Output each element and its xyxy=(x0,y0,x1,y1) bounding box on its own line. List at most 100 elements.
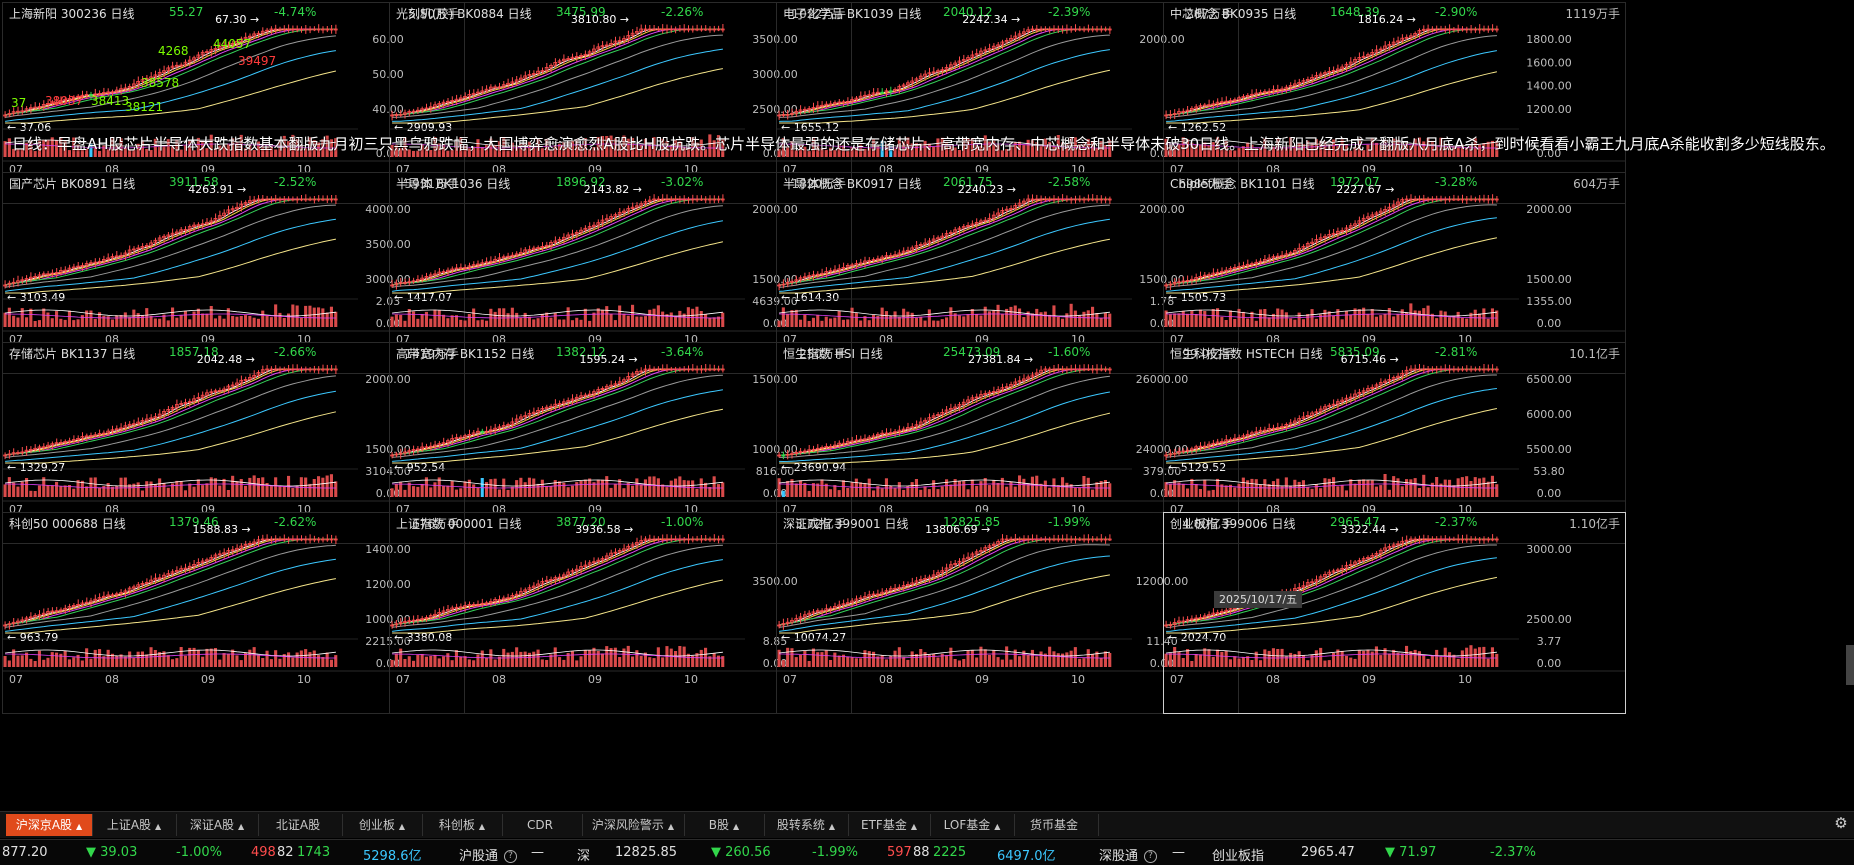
panel-title: 恒生科技指数 HSTECH 日线 xyxy=(1170,347,1323,361)
candle xyxy=(712,28,717,31)
volume-bar xyxy=(59,318,63,327)
candle xyxy=(3,624,7,627)
chart-panel[interactable]: 国产芯片 BK0891 日线 3911.58 -2.52% 5931万手 4263.91… xyxy=(2,172,465,374)
chart-panel[interactable]: 科创50 000688 日线 1379.46 -2.62% 676万手 1588.83 … xyxy=(2,512,465,714)
volume-bar xyxy=(37,140,41,157)
volume-bar xyxy=(970,309,974,327)
hgt-label[interactable]: 沪股通 xyxy=(459,849,499,864)
candle xyxy=(1447,368,1452,371)
sgt-value: — xyxy=(1172,845,1185,860)
candle xyxy=(1069,538,1074,541)
candle xyxy=(1357,560,1362,563)
volume-bar xyxy=(1241,146,1245,157)
volume-bar xyxy=(1065,652,1069,667)
candle xyxy=(600,219,605,224)
volume-bar xyxy=(575,660,579,667)
market-tab[interactable]: ETF基金 ▲ xyxy=(848,814,931,836)
ma-line xyxy=(5,375,336,458)
candle xyxy=(235,382,239,386)
chart-panel[interactable]: 恒生科技指数 HSTECH 日线 5835.09 -2.81% 10.1亿手 6715.… xyxy=(1163,342,1626,544)
volume-bar xyxy=(213,478,217,497)
candle xyxy=(450,100,455,102)
volume-bar xyxy=(863,483,867,497)
market-tab[interactable]: 上证A股 ▲ xyxy=(92,814,177,836)
volume-bar xyxy=(1103,480,1107,497)
high-price-label: 67.30 → xyxy=(215,13,259,26)
panel-change: -2.26% xyxy=(661,5,704,19)
candle xyxy=(424,617,429,619)
candle xyxy=(1335,401,1340,405)
chart-panel[interactable]: Chiplet概念 BK1101 日线 1972.07 -3.28% 604万手 222… xyxy=(1163,172,1626,374)
market-tab-label: ETF基金 xyxy=(861,818,907,832)
candle xyxy=(863,94,867,97)
market-tab[interactable]: 北证A股 xyxy=(258,814,343,836)
chart-panel[interactable]: 高带宽内存 BK1152 日线 1382.12 -3.64% 250万手 1595.24… xyxy=(389,342,852,544)
volume-bar xyxy=(519,651,523,667)
candle xyxy=(1043,198,1048,201)
candle xyxy=(506,424,510,426)
market-tab[interactable]: 创业板 ▲ xyxy=(342,814,423,836)
chart-panel[interactable]: 半导体概念 BK0917 日线 2061.75 -2.58% 6985万手 2240.2… xyxy=(776,172,1239,374)
volume-bar xyxy=(12,482,16,497)
chart-panel[interactable]: 上证指数 000001 日线 3877.20 -1.00% 3.72亿手 3936.58… xyxy=(389,512,852,714)
volume-bar xyxy=(545,138,549,157)
market-tab[interactable]: 科创板 ▲ xyxy=(422,814,503,836)
volume-bar xyxy=(777,320,781,327)
candle xyxy=(97,260,102,263)
candle xyxy=(295,538,300,541)
volume-bar xyxy=(235,316,239,327)
market-tab[interactable]: 货币基金 xyxy=(1014,814,1099,836)
price-axis-tick: 4000.00 xyxy=(365,203,411,216)
panel-volume: 1119万手 xyxy=(1565,7,1620,21)
chart-panel[interactable]: 半导体 BK1036 日线 1896.92 -3.02% 1820万手 2143.82 … xyxy=(389,172,852,374)
candle xyxy=(1237,266,1241,268)
sz-index-pct: -1.99% xyxy=(812,845,858,860)
candle xyxy=(411,110,416,113)
volume-bar xyxy=(128,149,132,157)
candle xyxy=(80,602,85,605)
volume-bar xyxy=(1246,480,1250,497)
market-tab[interactable]: B股 ▲ xyxy=(684,814,765,836)
candle xyxy=(815,105,820,108)
market-tab[interactable]: 股转系统 ▲ xyxy=(764,814,849,836)
sh-amount: 5298.6亿 xyxy=(363,849,422,864)
volume-bar xyxy=(1353,308,1357,327)
sgt-label[interactable]: 深股通 xyxy=(1099,849,1139,864)
ma-line xyxy=(1166,217,1497,292)
chart-panel[interactable]: 上海新阳 300236 日线 55.27 -4.74% 5.50万手 67.30 → ← … xyxy=(2,2,465,204)
volume-bar xyxy=(50,485,54,497)
candle xyxy=(192,564,196,567)
candle xyxy=(123,590,128,593)
candle xyxy=(93,434,98,437)
volume-bar xyxy=(919,649,923,667)
chart-panel[interactable]: 恒生指数 HSI 日线 25473.09 -1.60% 99.0亿手 27381.84 … xyxy=(776,342,1239,544)
high-price-label: 2042.48 → xyxy=(197,353,255,366)
chart-panel[interactable]: 深证成指 399001 日线 12825.85 -1.99% 4.00亿手 13806.… xyxy=(776,512,1239,714)
scrollbar[interactable] xyxy=(1846,645,1854,685)
candle xyxy=(944,233,949,237)
candle xyxy=(1464,538,1469,541)
volume-bar xyxy=(412,150,416,157)
volume-bar xyxy=(1314,650,1318,667)
market-tab[interactable]: 深证A股 ▲ xyxy=(176,814,259,836)
candle xyxy=(1254,431,1259,434)
market-tab[interactable]: LOF基金 ▲ xyxy=(930,814,1015,836)
chart-panel[interactable]: 创业板指 399006 日线 2965.47 -2.37% 1.10亿手 3322.44… xyxy=(1163,512,1626,714)
volume-ma-line xyxy=(5,483,336,489)
volume-ma-line xyxy=(392,479,723,487)
chart-panel[interactable]: 中芯概念 BK0935 日线 1648.39 -2.90% 1119万手 1816.24… xyxy=(1163,2,1626,204)
ma-line xyxy=(1166,538,1497,626)
candle xyxy=(940,69,945,72)
high-price-label: 3322.44 → xyxy=(1341,523,1399,536)
settings-gear-icon[interactable]: ⚙ xyxy=(1834,814,1848,832)
chart-panel[interactable]: 存储芯片 BK1137 日线 1857.18 -2.66% 1419万手 2042.48… xyxy=(2,342,465,544)
low-price-label: ← 10074.27 xyxy=(781,631,846,644)
market-tab[interactable]: 沪深京A股 ▲ xyxy=(6,814,93,836)
volume-bar xyxy=(820,479,824,497)
candle xyxy=(441,610,446,613)
market-tab[interactable]: 沪深风险警示 ▲ xyxy=(582,814,685,836)
market-tab[interactable]: CDR xyxy=(502,814,583,836)
volume-bar xyxy=(244,652,248,667)
candle xyxy=(553,577,558,580)
panel-header: 恒生科技指数 HSTECH 日线 5835.09 -2.81% 10.1亿手 xyxy=(1170,345,1620,361)
